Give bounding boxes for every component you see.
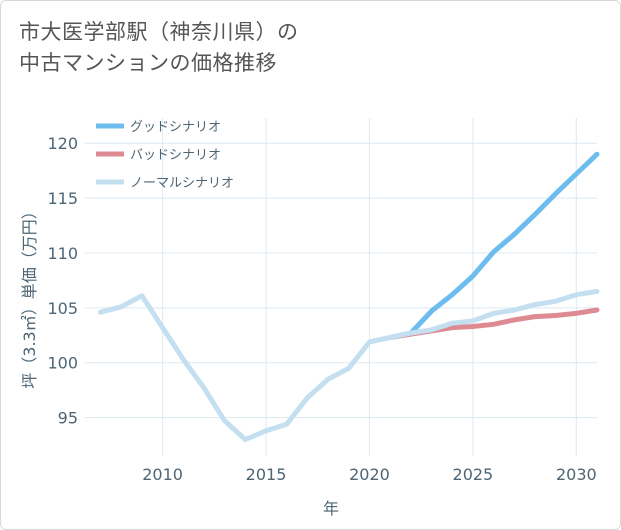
- series-line-3: [98, 288, 600, 442]
- x-tick-label: 2015: [246, 465, 287, 484]
- title-line-2: 中古マンションの価格推移: [19, 51, 277, 75]
- x-tick-label: 2030: [556, 465, 597, 484]
- x-tick-label: 2025: [453, 465, 494, 484]
- y-axis-title: 坪（3.3㎡）単価（万円）: [20, 203, 39, 388]
- legend-label-1: グッドシナリオ: [130, 120, 221, 135]
- chart-title: 市大医学部駅（神奈川県）の 中古マンションの価格推移: [19, 17, 299, 79]
- y-tick-label: 100: [47, 354, 78, 373]
- x-axis-title: 年: [323, 499, 339, 518]
- x-tick-labels: 2010 2015 2020 2025 2030: [142, 465, 596, 484]
- title-line-1: 市大医学部駅（神奈川県）の: [19, 20, 299, 44]
- y-tick-labels: 95 100 105 110 115 120: [47, 134, 78, 427]
- grid-lines: [84, 118, 597, 456]
- y-tick-label: 120: [47, 134, 78, 153]
- x-tick-label: 2020: [349, 465, 390, 484]
- legend-label-2: バッドシナリオ: [130, 148, 221, 163]
- x-tick-label: 2010: [142, 465, 183, 484]
- legend-label-3: ノーマルシナリオ: [130, 176, 234, 191]
- series-line-1: [387, 151, 600, 340]
- y-tick-label: 110: [47, 244, 78, 263]
- y-tick-label: 105: [47, 299, 78, 318]
- y-tick-label: 115: [47, 189, 78, 208]
- y-tick-label: 95: [58, 409, 78, 428]
- series-lines: [98, 151, 600, 442]
